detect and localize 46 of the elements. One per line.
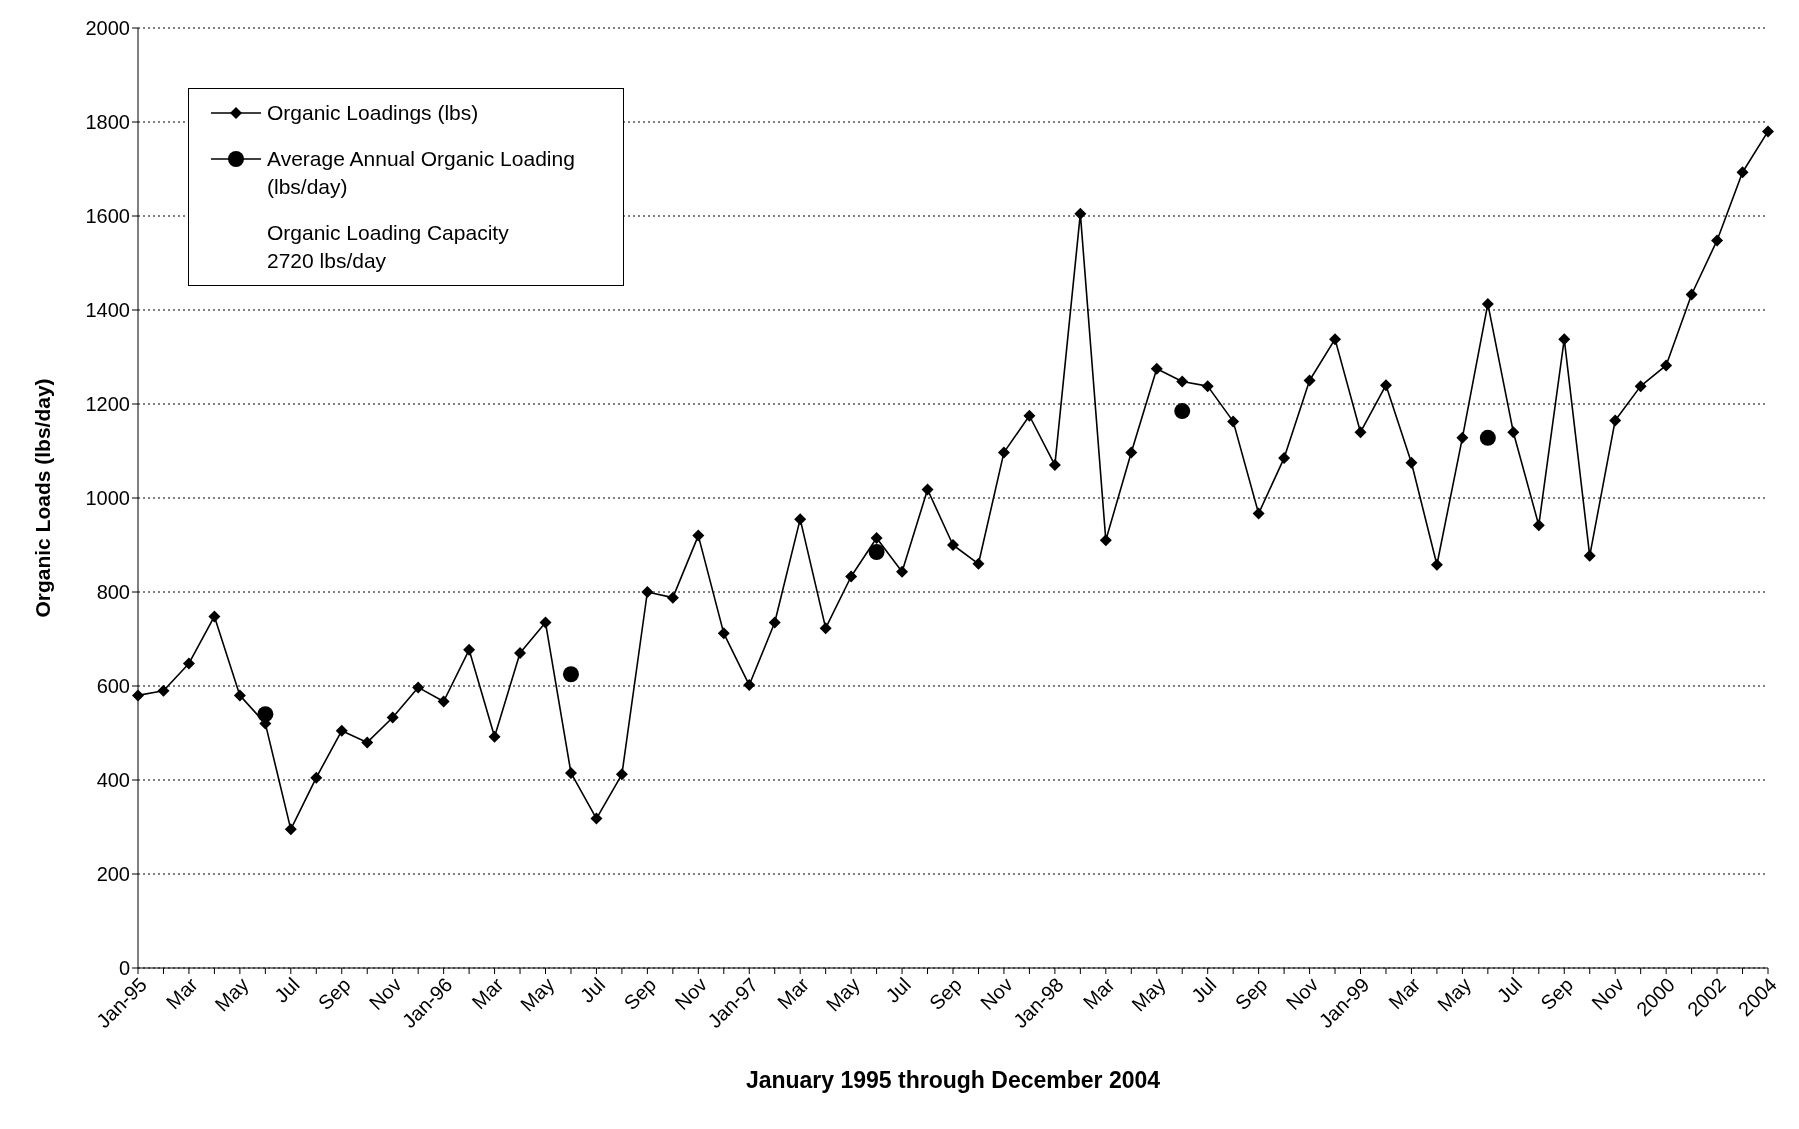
x-tick-label: Jul: [575, 973, 610, 1007]
x-tick-label: Nov: [364, 973, 406, 1015]
y-axis-title: Organic Loads (lbs/day): [31, 378, 55, 618]
x-tick-label: Jul: [881, 973, 915, 1007]
x-tick-label: May: [516, 973, 559, 1016]
point: [562, 666, 579, 683]
x-tick-label: Jul: [1186, 973, 1221, 1007]
x-tick-label: Jul: [1492, 973, 1527, 1007]
y-tick-label: 1200: [85, 393, 130, 416]
y-tick-label: 400: [96, 769, 130, 792]
point: [1174, 403, 1191, 420]
x-tick-label: Nov: [976, 973, 1017, 1015]
x-tick-label: Mar: [467, 973, 508, 1014]
annotation: Organic Loading Capacity 2720 lbs/day: [267, 220, 510, 274]
x-tick-label: Mar: [773, 973, 814, 1014]
x-tick-label: Nov: [1587, 973, 1629, 1015]
y-tick-label: 2000: [85, 17, 130, 40]
x-tick-label: May: [1432, 973, 1476, 1016]
x-tick-label: Sep: [1230, 973, 1272, 1015]
x-tick-label: Jul: [270, 973, 304, 1007]
y-tick-label: 1800: [85, 111, 130, 134]
point: [868, 544, 885, 561]
x-tick-label: Mar: [161, 973, 203, 1014]
point: [1479, 429, 1496, 446]
y-tick-label: 0: [118, 957, 130, 980]
x-tick-label: Nov: [1281, 973, 1323, 1015]
y-tick-label: 1000: [85, 487, 130, 510]
y-tick-label: 800: [96, 581, 130, 604]
x-tick-label: Sep: [1536, 973, 1578, 1015]
x-axis-title: January 1995 through December 2004: [745, 1067, 1161, 1093]
x-tick-label: Mar: [1384, 973, 1425, 1014]
x-tick-label: Nov: [670, 973, 712, 1015]
y-tick-label: 200: [96, 863, 130, 886]
x-tick-label: May: [210, 973, 253, 1016]
legend-label: Average Annual Organic Loading (lbs/day): [267, 146, 576, 200]
x-tick-label: Sep: [619, 973, 661, 1015]
point: [257, 706, 274, 723]
y-tick-label: 1600: [85, 205, 130, 228]
x-tick-label: May: [1127, 973, 1170, 1016]
x-tick-label: May: [821, 973, 864, 1016]
x-tick-label: Mar: [1078, 973, 1119, 1014]
x-tick-label: Sep: [313, 973, 355, 1015]
x-tick-label: Sep: [925, 973, 966, 1015]
y-tick-label: 600: [96, 675, 130, 698]
legend-label: Organic Loadings (lbs): [267, 100, 479, 126]
y-tick-label: 1400: [85, 299, 130, 322]
